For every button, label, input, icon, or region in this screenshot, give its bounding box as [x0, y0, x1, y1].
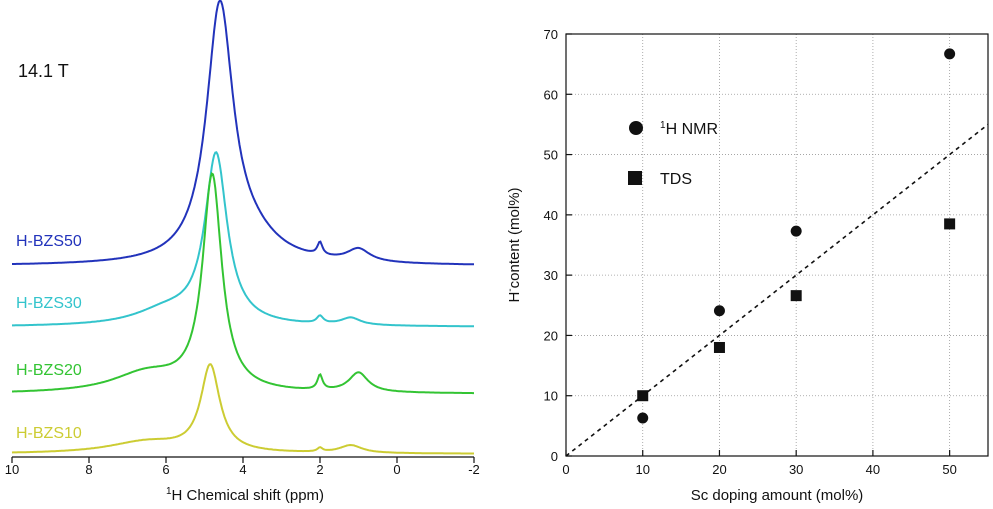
spectrum-label-h-bzs30: H-BZS30 [16, 295, 82, 312]
spectrum-line-h-bzs30 [12, 151, 474, 328]
scatter-x-ticks: 0 10 20 30 40 50 [562, 450, 957, 477]
spectra-group: H-BZS50 H-BZS30 H-BZS20 H-BZS10 [11, 0, 474, 455]
scatter-grid [565, 33, 988, 457]
scatter-y-ticks: 0 10 20 30 40 50 60 70 [544, 27, 572, 464]
scatter-points [637, 48, 956, 424]
legend-circle-marker [629, 121, 643, 135]
scatter-x-axis-title: Sc doping amount (mol%) [691, 487, 864, 504]
legend-label-nmr: 1H NMR [660, 120, 718, 138]
scatter-plot-frame [565, 33, 989, 457]
scatter-x-tick-label: 10 [635, 462, 649, 477]
nmr-x-tick-label: 2 [316, 462, 323, 477]
scatter-x-tick-label: 40 [866, 462, 880, 477]
scatter-y-tick-label: 30 [544, 268, 558, 283]
spectrum-label-h-bzs50: H-BZS50 [16, 233, 82, 250]
tds-data-point [713, 341, 725, 353]
legend-label-nmr-sup: 1 [660, 120, 666, 131]
h-content-scatter-panel: 0 10 20 30 40 50 0 10 20 30 40 50 60 70 1H NMR TDS S… [505, 27, 989, 504]
nmr-x-axis-title-sup: 1 [166, 486, 172, 497]
nmr-data-point [790, 225, 802, 237]
scatter-x-tick-label: 30 [789, 462, 803, 477]
y-title-sup: - [505, 288, 516, 291]
scatter-y-tick-label: 50 [544, 148, 558, 163]
nmr-data-point [713, 305, 725, 317]
nmr-x-tick-label: 10 [5, 462, 19, 477]
spectrum-line-h-bzs20 [12, 172, 474, 395]
spectrum-line-h-bzs50 [12, 0, 474, 266]
spectrum-label-h-bzs20: H-BZS20 [16, 362, 82, 379]
nmr-x-tick-label: 0 [393, 462, 400, 477]
nmr-x-axis-title: 1H Chemical shift (ppm) [166, 486, 324, 504]
scatter-y-tick-label: 60 [544, 87, 558, 102]
spectrum-line-h-bzs10 [11, 363, 474, 455]
tds-data-point [637, 390, 649, 402]
scatter-y-tick-label: 0 [551, 449, 558, 464]
scatter-x-tick-label: 0 [562, 462, 569, 477]
scatter-y-tick-label: 70 [544, 27, 558, 42]
nmr-x-axis-title-text: H Chemical shift (ppm) [172, 487, 325, 504]
scatter-y-tick-label: 40 [544, 208, 558, 223]
scatter-y-tick-label: 10 [544, 389, 558, 404]
legend-label-tds: TDS [660, 171, 692, 188]
scatter-y-tick-label: 20 [544, 328, 558, 343]
nmr-data-point [637, 412, 649, 424]
y-title-main: H [506, 292, 523, 303]
legend-square-marker [628, 171, 642, 185]
nmr-x-ticks: 10 8 6 4 2 0 -2 [5, 457, 480, 477]
scatter-x-tick-label: 20 [712, 462, 726, 477]
field-strength-label: 14.1 T [18, 61, 69, 81]
reference-dashed-line [565, 123, 989, 457]
nmr-x-tick-label: 8 [85, 462, 92, 477]
nmr-x-tick-label: -2 [468, 462, 480, 477]
scatter-x-tick-label: 50 [942, 462, 956, 477]
y-title-rest: content (mol%) [506, 187, 523, 288]
tds-data-point [790, 290, 802, 302]
spectrum-label-h-bzs10: H-BZS10 [16, 425, 82, 442]
tds-data-point [944, 218, 956, 230]
nmr-data-point [944, 48, 956, 60]
scatter-y-axis-title: H-content (mol%) [505, 187, 523, 302]
nmr-x-tick-label: 4 [239, 462, 246, 477]
legend-label-nmr-text: H NMR [666, 121, 718, 138]
nmr-x-tick-label: 6 [162, 462, 169, 477]
